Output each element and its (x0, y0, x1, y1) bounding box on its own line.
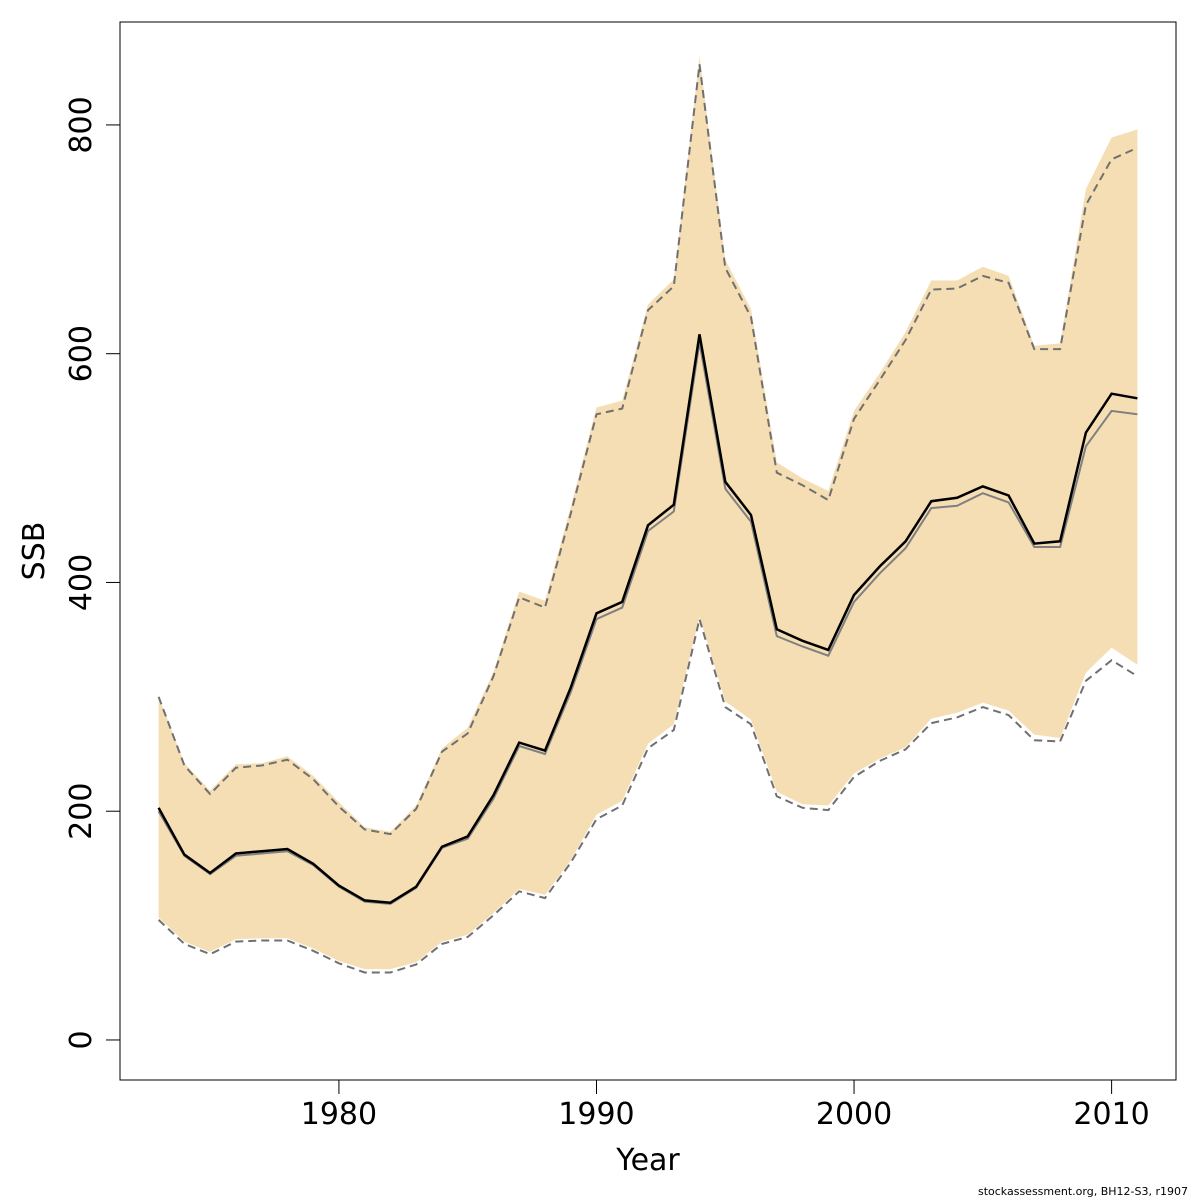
confidence-band (158, 56, 1138, 970)
x-axis: 1980 1990 2000 2010 (301, 1079, 1150, 1132)
y-tick-label: 0 (64, 1030, 99, 1049)
y-tick-label: 400 (64, 554, 99, 611)
x-tick-label: 1980 (301, 1097, 377, 1132)
x-tick-label: 2010 (1073, 1097, 1149, 1132)
confidence-band-layer (158, 56, 1138, 970)
main-series-line (157, 334, 1138, 904)
lower-bound-line (157, 615, 1138, 974)
credit-text: stockassessment.org, BH12-S3, r1907 (977, 1185, 1188, 1198)
x-tick-label: 1990 (558, 1097, 634, 1132)
y-tick-label: 600 (64, 325, 99, 382)
y-axis-title: SSB (17, 522, 52, 581)
ssb-lines (157, 334, 1138, 905)
y-tick-label: 800 (64, 96, 99, 153)
y-tick-label: 200 (64, 783, 99, 840)
confidence-dashed-lines (157, 64, 1138, 974)
x-axis-title: Year (615, 1143, 680, 1178)
upper-bound-line (157, 64, 1138, 836)
y-axis: 0 200 400 600 800 (64, 96, 121, 1050)
x-tick-label: 2000 (816, 1097, 892, 1132)
